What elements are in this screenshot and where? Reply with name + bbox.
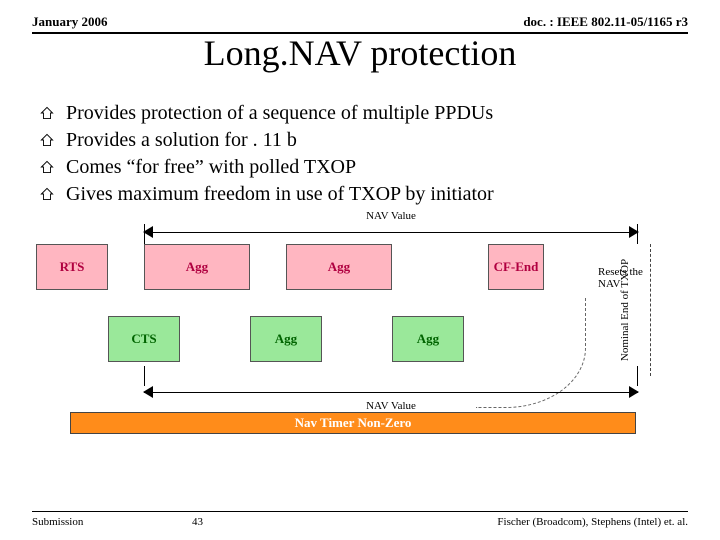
bullet-text: Comes “for free” with polled TXOP	[66, 154, 356, 181]
timing-diagram: NAV Value RTSAggAggCF-End CTSAggAgg Rese…	[36, 218, 684, 458]
header-doc: doc. : IEEE 802.11-05/1165 r3	[523, 14, 688, 30]
bullet-item: Provides a solution for . 11 b	[40, 127, 688, 154]
cf-end-frame: CF-End	[488, 244, 544, 290]
vguide	[637, 224, 638, 244]
bullet-list: Provides protection of a sequence of mul…	[40, 100, 688, 208]
house-icon	[40, 187, 54, 201]
agg-frame: Agg	[144, 244, 250, 290]
diagram-row-1: RTS Agg Agg CF-End	[36, 244, 644, 290]
vguide	[144, 366, 145, 386]
nav-arrow-bottom: NAV Value	[144, 384, 638, 400]
page-title: Long.NAV protection	[32, 32, 688, 74]
bullet-item: Gives maximum freedom in use of TXOP by …	[40, 181, 688, 208]
vguide	[144, 224, 145, 244]
bullet-text: Gives maximum freedom in use of TXOP by …	[66, 181, 494, 208]
header-date: January 2006	[32, 14, 107, 30]
nav-arrow-top: NAV Value	[144, 224, 638, 240]
gap-segment	[250, 244, 286, 290]
gap-segment	[180, 316, 250, 362]
gap-segment	[322, 316, 392, 362]
bullet-item: Comes “for free” with polled TXOP	[40, 154, 688, 181]
gap-segment	[392, 244, 488, 290]
gap-segment	[108, 244, 144, 290]
nominal-end-label: Nominal End of TXOP	[619, 259, 631, 361]
cts-frame: CTS	[108, 316, 180, 362]
footer-left: Submission	[32, 516, 83, 528]
house-icon	[40, 133, 54, 147]
nav-label-top: NAV Value	[364, 210, 418, 222]
footer: Submission 43 Fischer (Broadcom), Stephe…	[32, 511, 688, 528]
nav-timer-bar: Nav Timer Non-Zero	[70, 412, 636, 434]
rts-frame: RTS	[36, 244, 108, 290]
vguide	[637, 366, 638, 386]
footer-page: 43	[192, 516, 203, 528]
bullet-item: Provides protection of a sequence of mul…	[40, 100, 688, 127]
footer-right: Fischer (Broadcom), Stephens (Intel) et.…	[497, 516, 688, 528]
gap-segment	[36, 316, 108, 362]
agg-frame: Agg	[286, 244, 392, 290]
agg-frame: Agg	[250, 316, 322, 362]
agg-frame: Agg	[392, 316, 464, 362]
nominal-end: Nominal End of TXOP	[650, 244, 670, 376]
bullet-text: Provides a solution for . 11 b	[66, 127, 297, 154]
bullet-text: Provides protection of a sequence of mul…	[66, 100, 493, 127]
house-icon	[40, 160, 54, 174]
nav-label-bottom: NAV Value	[364, 400, 418, 412]
house-icon	[40, 106, 54, 120]
